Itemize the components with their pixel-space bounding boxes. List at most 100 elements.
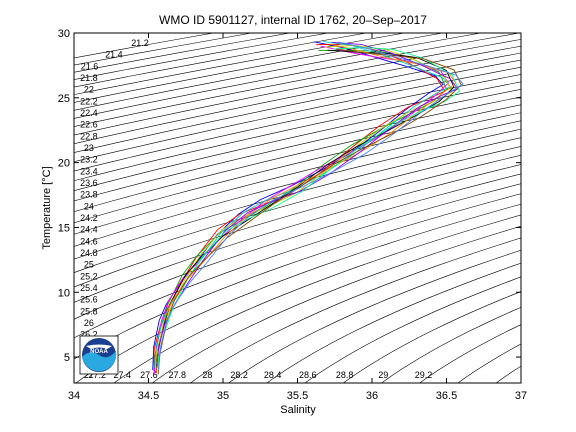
isopycnal-label: 23.4 [80,166,98,176]
isopycnal-label: 27.2 [89,370,107,380]
isopycnal-label: 26 [84,318,94,328]
isopycnal-line [74,104,521,212]
isopycnal-label: 29.2 [415,370,433,380]
y-tick-label: 20 [58,158,70,170]
isopycnal-line [74,33,216,59]
isopycnal-label: 25 [84,260,94,270]
isopycnal-label: 27.6 [140,370,158,380]
isopycnal-label: 21.2 [131,38,149,48]
isopycnal-line [74,183,521,339]
isopycnal-label: 23.6 [80,178,98,188]
isopycnal-label: 23 [84,143,94,153]
profile-line [157,46,460,369]
isopycnal-line [380,306,521,383]
x-tick-label: 36.5 [436,390,457,402]
isopycnal-label: 25.6 [80,295,98,305]
isopycnal-label: 24.6 [80,236,98,246]
isopycnal-label: 25.2 [80,271,98,281]
profile-line [154,44,453,367]
isopycnal-line [74,120,521,235]
isopycnal-label: 26.2 [80,330,98,340]
isopycnal-label: 28.8 [336,370,354,380]
isopycnal-label: 28 [202,370,212,380]
isopycnal-lines [74,33,521,383]
y-tick-label: 15 [58,222,70,234]
isopycnal-line [457,343,521,383]
isopycnal-label: 28.6 [299,370,317,380]
y-tick-label: 10 [58,287,70,299]
isopycnal-label: 29 [378,370,388,380]
profile-line [156,43,457,373]
isopycnal-label: 22.8 [80,131,98,141]
isopycnal-line [151,225,521,383]
isopycnal-label: 25.4 [80,283,98,293]
x-tick-label: 35.5 [287,390,308,402]
isopycnal-line [74,45,521,136]
profile-line [153,49,448,372]
isopycnal-line [189,237,521,383]
isopycnal-label: 28.4 [264,370,282,380]
profile-line [157,48,462,375]
isopycnal-line [74,173,521,320]
isopycnal-label: 22.6 [80,120,98,130]
profile-line [152,43,446,366]
isopycnal-label: 27 [84,370,94,380]
isopycnal-line [266,262,521,383]
isopycnal-line [228,249,521,383]
isopycnal-label: 24.8 [80,248,98,258]
isopycnal-line [74,154,521,288]
isopycnal-label: 23.2 [80,155,98,165]
isopycnal-label: 24 [84,201,94,211]
isopycnal-line [342,291,521,383]
noaa-logo: NOAA [79,335,119,375]
isopycnal-label: 21.6 [81,61,99,71]
logo-label: NOAA [90,349,108,355]
profile-line [153,45,450,375]
isopycnal-line [74,66,521,162]
y-axis-label: Temperature [°C] [41,166,53,249]
isopycnal-line [74,39,521,127]
isopycnal-line [74,33,330,80]
x-axis-label: Salinity [280,404,316,416]
profile-line [158,41,464,371]
x-tick-label: 36 [366,390,378,402]
isopycnal-line [74,146,521,273]
x-tick-label: 34.5 [138,390,159,402]
profile-line [154,40,452,368]
y-tick-label: 5 [64,352,70,364]
isopycnal-line [74,33,445,103]
x-axis: 34 34.5 35 35.5 36 36.5 37 [68,33,527,402]
isopycnal-line [74,164,521,303]
isopycnal-line [74,112,521,224]
isopycnal-label: 24.2 [80,213,98,223]
isopycnal-label: 21.8 [80,73,98,83]
isopycnal-label: 24.4 [80,225,98,235]
isopycnal-label: 21.4 [105,50,123,60]
x-tick-label: 37 [515,390,527,402]
isopycnal-label: 28.2 [230,370,248,380]
isopycnal-line [74,33,521,119]
isopycnal-line [74,59,521,153]
isopycnal-line [74,33,407,95]
isopycnal-line [304,276,521,383]
profile-lines [152,40,464,375]
isopycnal-line [75,203,521,383]
isopycnal-label: 22.4 [80,108,98,118]
isopycnal-line [74,33,483,111]
isopycnal-line [419,324,521,383]
y-tick-label: 30 [58,28,70,40]
x-tick-label: 35 [217,390,229,402]
isopycnal-label: 25.8 [80,306,98,316]
profile-line [155,49,455,374]
isopycnal-label: 23.8 [80,190,98,200]
chart-title: WMO ID 5901127, internal ID 1762, 20–Sep… [159,13,427,27]
isopycnal-label: 27.8 [169,370,187,380]
y-tick-label: 25 [58,93,70,105]
plot-frame [73,32,522,384]
isopycnal-line [113,214,521,383]
isopycnal-line [74,52,521,145]
isopycnal-line [74,33,292,73]
isopycnal-label: 27.4 [114,370,132,380]
